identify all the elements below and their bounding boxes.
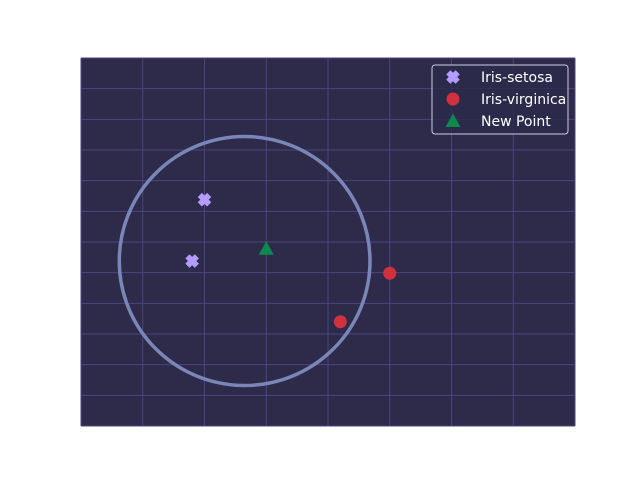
point-iris-virginica bbox=[383, 266, 397, 280]
legend: Iris-setosa Iris-virginica New Point bbox=[431, 64, 569, 135]
point-iris-setosa bbox=[197, 192, 212, 207]
neighborhood-circle bbox=[117, 134, 372, 388]
data-points bbox=[185, 192, 397, 329]
legend-marker-new-point bbox=[445, 113, 461, 127]
legend-label-new-point: New Point bbox=[481, 114, 551, 130]
legend-label-iris-virginica: Iris-virginica bbox=[481, 92, 566, 108]
legend-marker-iris-virginica bbox=[446, 92, 460, 106]
point-new-point bbox=[258, 241, 274, 255]
point-iris-virginica bbox=[333, 315, 347, 329]
legend-label-iris-setosa: Iris-setosa bbox=[481, 70, 553, 86]
neighborhood-circle-layer bbox=[117, 134, 372, 388]
legend-box bbox=[431, 64, 569, 135]
point-iris-setosa bbox=[185, 254, 199, 268]
legend-marker-iris-setosa bbox=[446, 70, 460, 84]
